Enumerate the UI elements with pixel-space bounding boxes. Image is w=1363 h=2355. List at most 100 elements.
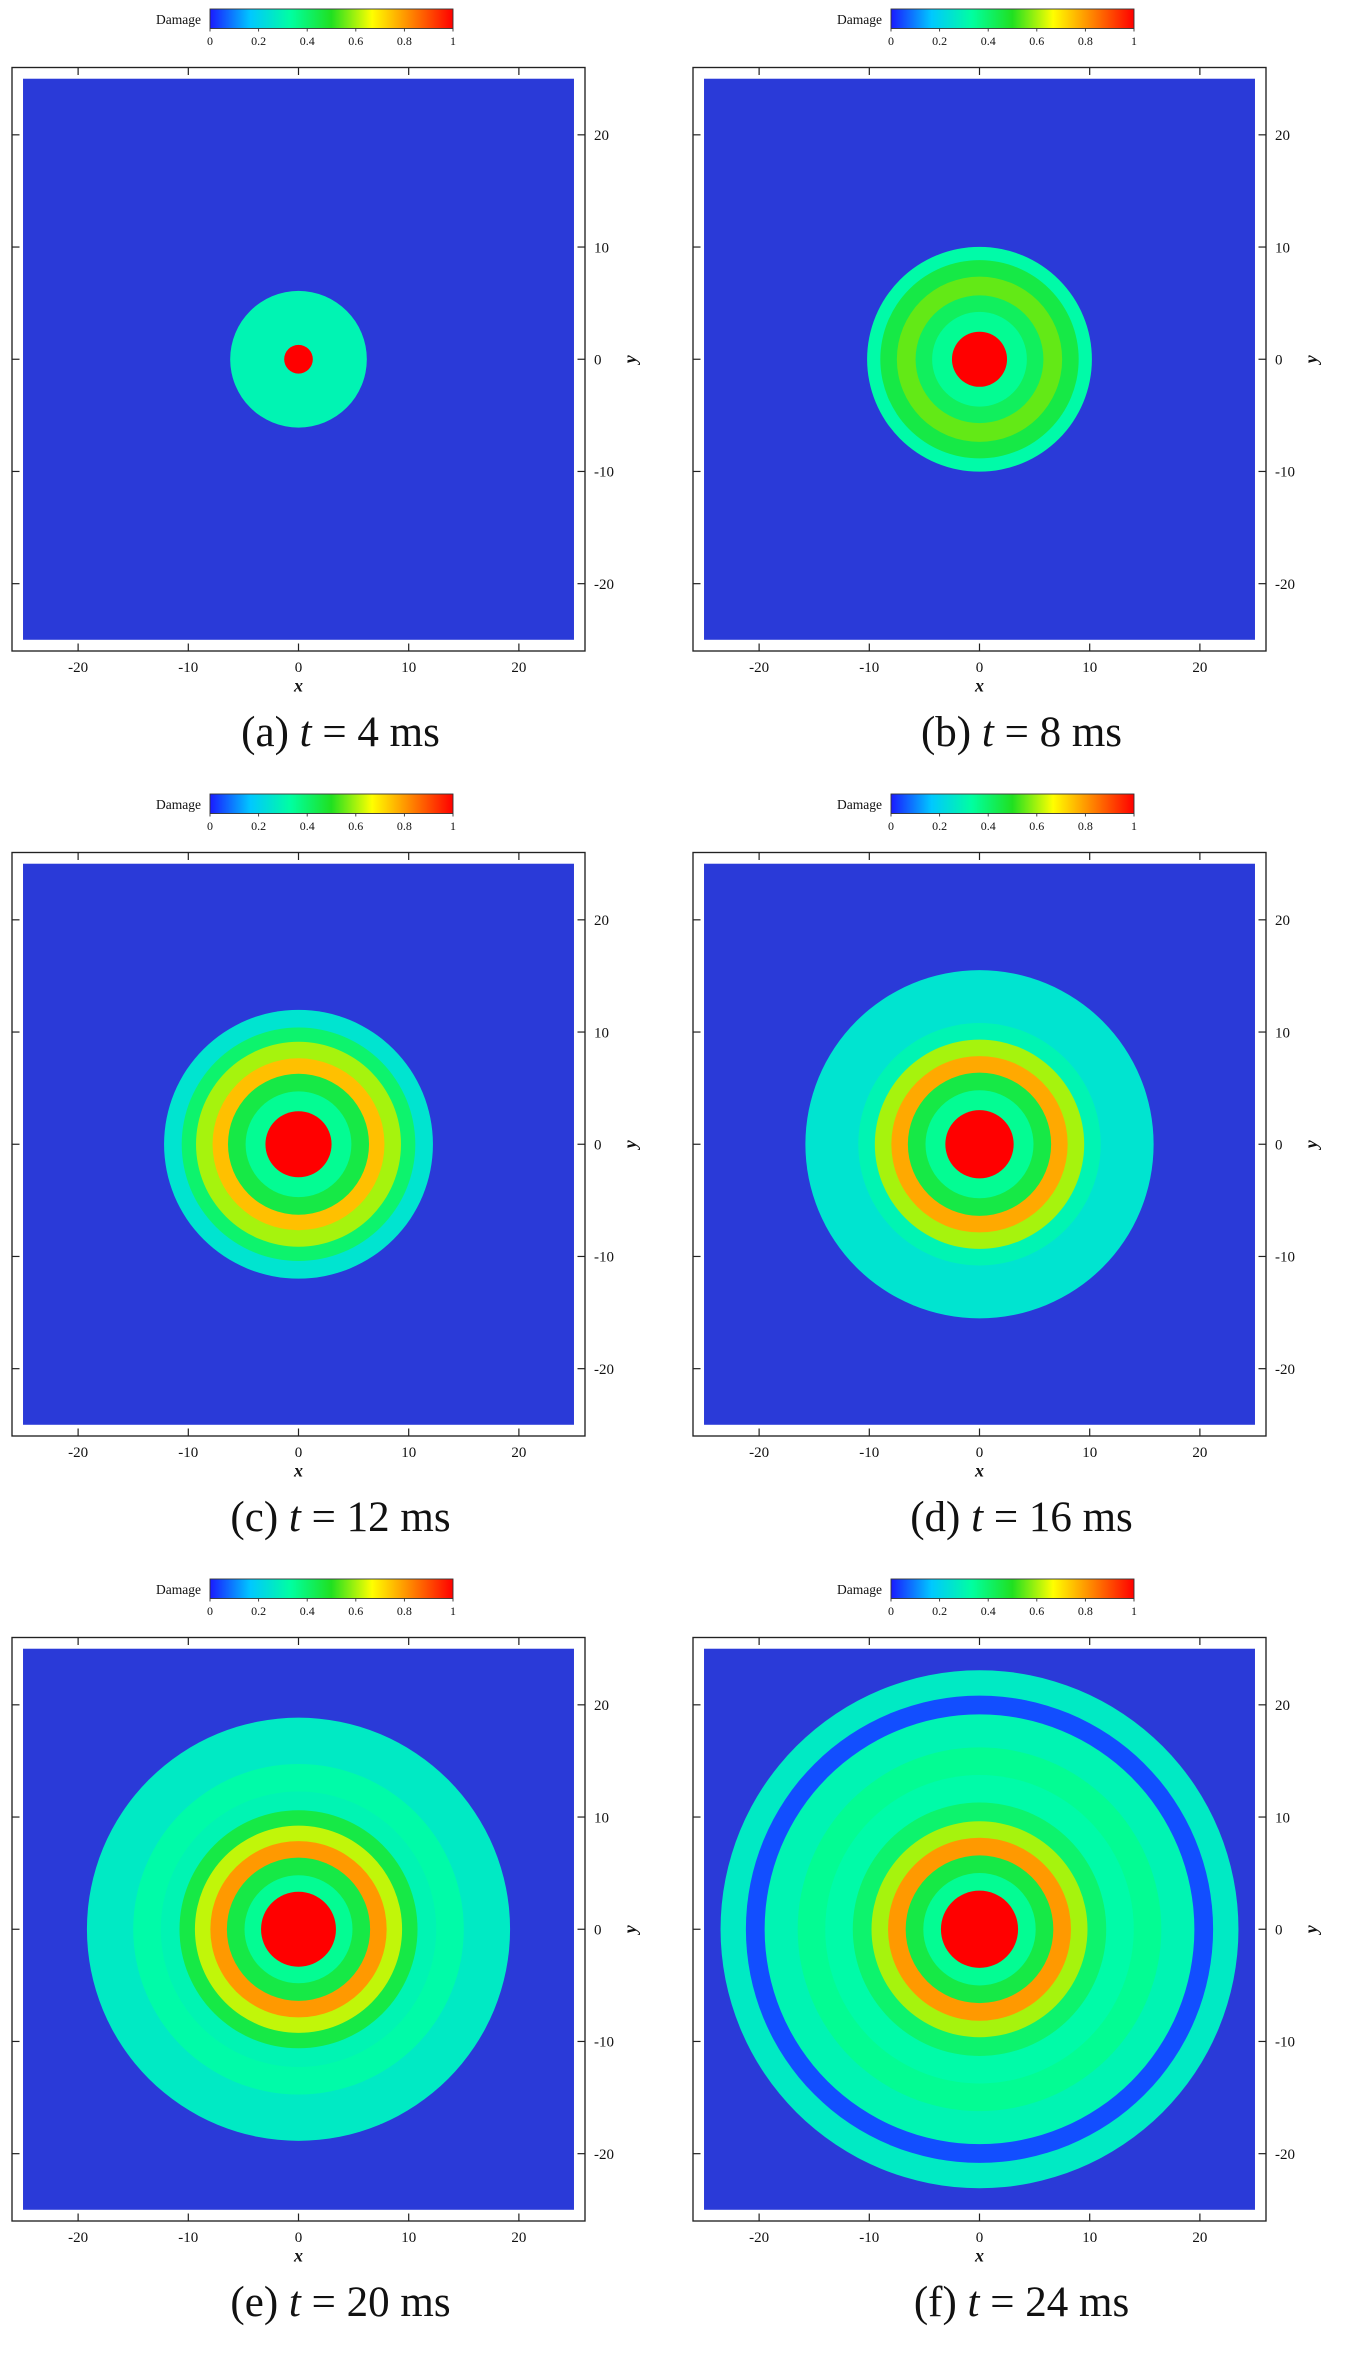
colorbar-tick-label: 0 [207,1604,213,1618]
colorbar-tick-label: 0.6 [348,819,363,833]
panel-caption: (b) t = 8 ms [681,708,1362,757]
x-tick-label: -10 [178,2230,198,2246]
x-axis-label: x [974,2246,984,2266]
y-tick-label: 0 [594,353,602,369]
damage-ring [261,1891,336,1967]
x-axis-label: x [974,676,984,696]
y-tick-label: 20 [1275,913,1290,929]
x-tick-label: 0 [976,1445,984,1461]
colorbar-tick-label: 0.2 [932,819,947,833]
y-axis-label: y [620,1924,640,1935]
colorbar-tick-label: 1 [1131,819,1137,833]
x-tick-label: -20 [68,1445,88,1461]
colorbar-tick-label: 0.2 [251,819,266,833]
panel-caption: (a) t = 4 ms [0,708,681,757]
y-tick-label: 10 [1275,240,1290,256]
caption-prefix: (c) [230,1494,289,1541]
colorbar [890,1578,1135,1599]
y-axis-label: y [1301,354,1321,365]
colorbar-label: Damage [156,1582,201,1597]
y-tick-label: -20 [1275,577,1295,593]
x-tick-label: 20 [511,2230,526,2246]
colorbar-tick-label: 0.4 [300,34,315,48]
figure-panel: Damage 0 0.2 0.4 0.6 0.8 1 -20 -10 0 10 20 -20 -10 0 10… [681,785,1362,1570]
colorbar-tick-label: 0.8 [1078,34,1093,48]
caption-equals: = [311,709,358,756]
colorbar-label: Damage [837,797,882,812]
y-axis-label: y [620,1139,640,1150]
y-axis-label: y [1301,1924,1321,1935]
x-tick-label: 10 [1082,1445,1097,1461]
colorbar-tick-label: 0.4 [300,1604,315,1618]
figure-panel: Damage 0 0.2 0.4 0.6 0.8 1 -20 -10 0 10 20 -20 -10 0 10… [681,0,1362,785]
colorbar-tick-label: 0.8 [397,34,412,48]
x-tick-label: -10 [859,1445,879,1461]
colorbar-label: Damage [156,797,201,812]
colorbar-tick-label: 0.4 [981,1604,996,1618]
colorbar-tick-label: 0.6 [1029,34,1044,48]
y-tick-label: 20 [594,913,609,929]
caption-time-value: 8 [1039,709,1062,756]
damage-plot: Damage 0 0.2 0.4 0.6 0.8 1 -20 -10 0 10 20 -20 -10 0 10… [692,793,1321,1481]
caption-time-value: 4 [357,709,379,756]
x-tick-label: -10 [859,660,879,676]
figure-panel: Damage 0 0.2 0.4 0.6 0.8 1 -20 -10 0 10 20 -20 -10 0 10… [0,1570,681,2355]
caption-equals: = [300,2279,347,2326]
colorbar-label: Damage [837,12,882,27]
caption-equals: = [979,2279,1026,2326]
colorbar-tick-label: 0.8 [1078,1604,1093,1618]
y-tick-label: 20 [1275,1698,1290,1714]
y-tick-label: 0 [1275,1923,1283,1939]
colorbar-tick-label: 0.8 [397,1604,412,1618]
caption-prefix: (f) [913,2279,968,2326]
y-tick-label: -20 [594,1362,614,1378]
caption-time-value: 20 [346,2279,390,2326]
y-tick-label: -10 [594,465,614,481]
x-axis-label: x [293,2246,303,2266]
colorbar-tick-label: 0 [207,819,213,833]
y-tick-label: -20 [594,2147,614,2163]
caption-prefix: (e) [230,2279,289,2326]
y-tick-label: -10 [594,1250,614,1266]
x-tick-label: 0 [295,2230,303,2246]
y-tick-label: -10 [1275,1250,1295,1266]
y-tick-label: -20 [1275,1362,1295,1378]
damage-ring [265,1111,332,1178]
colorbar-tick-label: 0.2 [932,1604,947,1618]
y-tick-label: 10 [594,1810,609,1826]
y-tick-label: -10 [1275,2035,1295,2051]
y-tick-label: 10 [1275,1025,1290,1041]
x-tick-label: -10 [178,660,198,676]
colorbar-tick-label: 0 [888,34,894,48]
caption-equals: = [300,1494,347,1541]
colorbar [890,8,1135,29]
colorbar-tick-label: 1 [1131,1604,1137,1618]
colorbar-tick-label: 0 [888,819,894,833]
y-tick-label: 20 [594,128,609,144]
colorbar [209,1578,454,1599]
damage-ring [945,1110,1014,1179]
figure-panel: Damage 0 0.2 0.4 0.6 0.8 1 -20 -10 0 10 20 -20 -10 0 10… [0,0,681,785]
damage-plot: Damage 0 0.2 0.4 0.6 0.8 1 -20 -10 0 10 20 -20 -10 0 10… [692,8,1321,696]
colorbar [209,793,454,814]
x-tick-label: 10 [401,660,416,676]
caption-time-value: 16 [1028,1494,1072,1541]
y-axis-label: y [620,354,640,365]
colorbar-tick-label: 0 [207,34,213,48]
x-axis-label: x [293,1461,303,1481]
caption-equals: = [983,1494,1029,1541]
panel-caption: (e) t = 20 ms [0,2278,681,2327]
colorbar-tick-label: 0.4 [300,819,315,833]
x-tick-label: -20 [749,1445,769,1461]
x-tick-label: 10 [1082,2230,1097,2246]
x-tick-label: -20 [68,660,88,676]
caption-time-var: t [971,1494,984,1541]
caption-prefix: (a) [241,709,300,756]
figure-panel: Damage 0 0.2 0.4 0.6 0.8 1 -20 -10 0 10 20 -20 -10 0 10… [681,1570,1362,2355]
y-tick-label: 0 [1275,1138,1283,1154]
colorbar-tick-label: 1 [1131,34,1137,48]
damage-ring [951,331,1008,387]
colorbar-tick-label: 0 [888,1604,894,1618]
x-tick-label: 20 [1192,1445,1207,1461]
damage-ring [284,344,313,374]
